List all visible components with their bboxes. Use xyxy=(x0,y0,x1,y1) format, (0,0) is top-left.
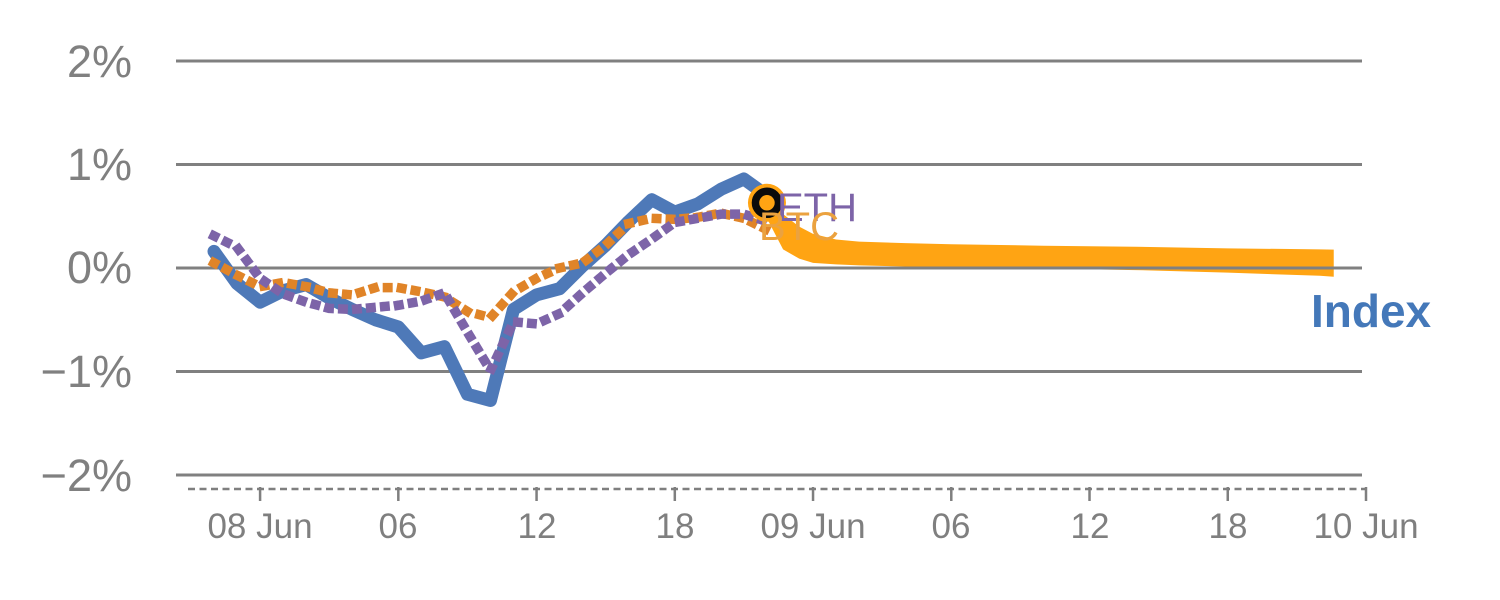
x-tick-label-12b: 12 xyxy=(1070,507,1110,546)
x-tick-label-06a: 06 xyxy=(378,507,418,546)
y-tick-label-neg2pct: −2% xyxy=(40,450,132,501)
highlight-marker-ring xyxy=(751,187,783,219)
y-tick-label-2pct: 2% xyxy=(66,36,132,87)
y-tick-label-1pct: 1% xyxy=(66,139,132,190)
btc-series-label: BTC xyxy=(759,205,839,249)
x-tick-label-10jun: 10 Jun xyxy=(1313,507,1419,546)
index-series-label: Index xyxy=(1311,285,1432,337)
x-tick-label-12a: 12 xyxy=(517,507,557,546)
eth-dotted-line xyxy=(207,209,773,376)
x-tick-label-18a: 18 xyxy=(655,507,695,546)
y-tick-label-0pct: 0% xyxy=(66,242,132,293)
eth-series-label: ETH xyxy=(777,186,857,230)
projection-band xyxy=(766,199,1334,277)
x-tick-label-18b: 18 xyxy=(1208,507,1248,546)
x-tick-label-08jun: 08 Jun xyxy=(207,507,313,546)
x-tick-label-09jun: 09 Jun xyxy=(760,507,866,546)
x-tick-label-06b: 06 xyxy=(931,507,971,546)
y-tick-label-neg1pct: −1% xyxy=(40,346,132,397)
